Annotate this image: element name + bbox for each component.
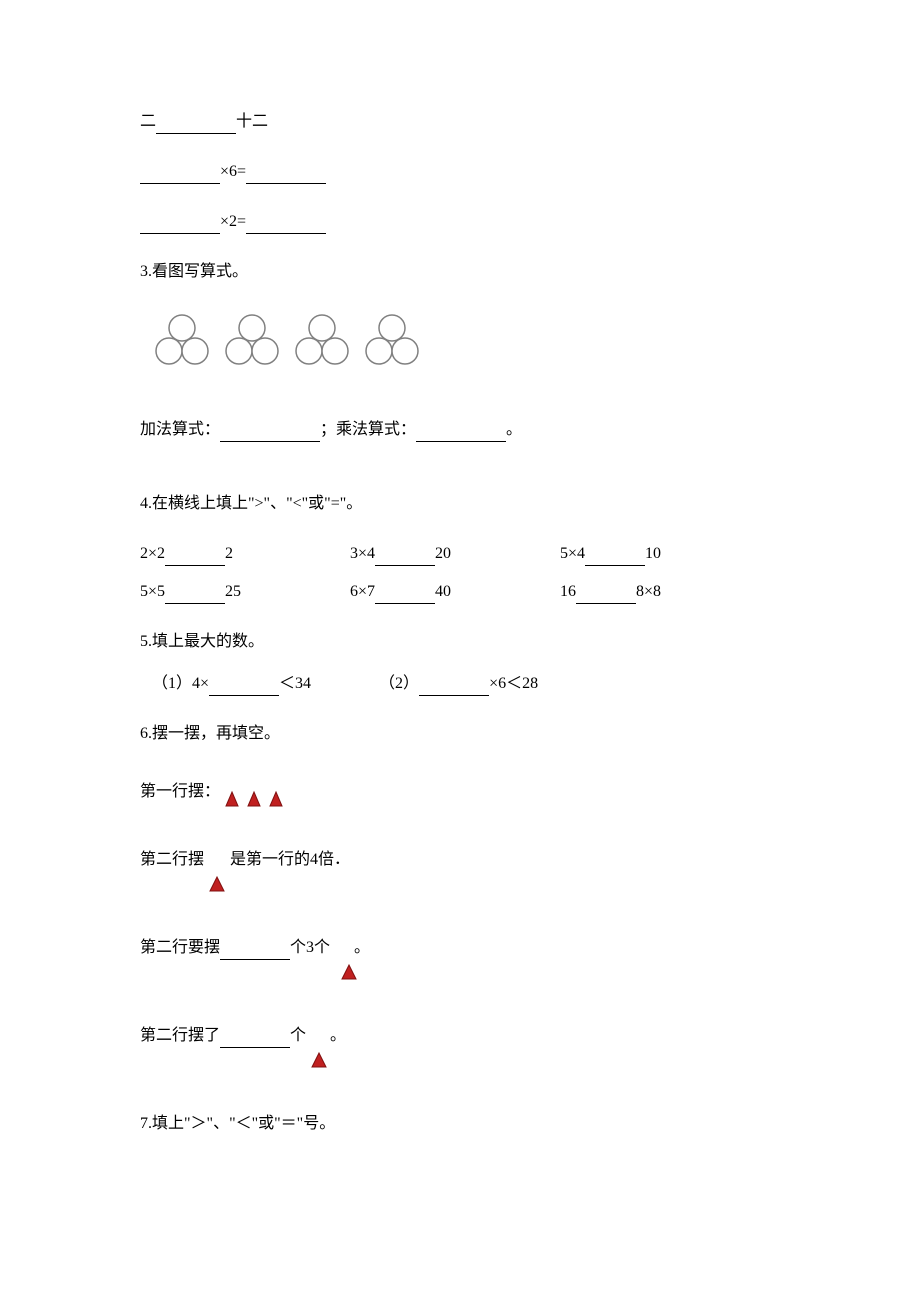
q6-r3-b: 个3个 (290, 939, 330, 956)
q5-i1-post: ＜34 (279, 675, 311, 692)
q4-r2c3: 16 8×8 (560, 580, 770, 604)
q4-r2c2: 6×7 40 (350, 580, 560, 604)
q3-add-label: 加法算式： (140, 421, 220, 438)
triangle-icon (208, 875, 226, 893)
q4-r1c1: 2×2 2 (140, 542, 350, 566)
triangle-icon (224, 790, 292, 808)
triangle-icon (340, 963, 358, 981)
q4-r1c2-left: 3×4 (350, 545, 375, 562)
eq2-blank-left[interactable] (140, 215, 220, 234)
q4-r2c2-left: 6×7 (350, 583, 375, 600)
q6-r2-a: 第二行摆 (140, 851, 204, 868)
q4-r2c2-blank[interactable] (375, 585, 435, 604)
q4-r1c2-blank[interactable] (375, 547, 435, 566)
q4-r1c1-left: 2×2 (140, 545, 165, 562)
q5-i2-post: ×6＜28 (489, 675, 538, 692)
q6-r2-b: 是第一行的4倍． (230, 851, 350, 868)
q4-r2c1-left: 5×5 (140, 583, 165, 600)
text-er-left: 二 (140, 113, 156, 130)
q6-r2-block: 第二行摆 是第一行的4倍． (140, 848, 350, 896)
q4-r2c1: 5×5 25 (140, 580, 350, 604)
worksheet-page: 二 十二 ×6= ×2= 3.看图写算式。 加法算式： ；乘法算式： 。 4.在横线上… (0, 0, 920, 1302)
q4-r2c3-blank[interactable] (576, 585, 636, 604)
eq2-blank-right[interactable] (246, 215, 326, 234)
q4-r1c2: 3×4 20 (350, 542, 560, 566)
q4-r2c1-blank[interactable] (165, 585, 225, 604)
q4-r1c3-blank[interactable] (585, 547, 645, 566)
q3-sep: ；乘法算式： (320, 421, 416, 438)
q4-r2c2-right: 40 (435, 583, 451, 600)
text-shier: 十二 (236, 113, 268, 130)
q6-r4-c: 。 (330, 1027, 346, 1044)
q4-title: 4.在横线上填上">"、"<"或"="。 (140, 492, 780, 516)
triangle-icon (310, 1051, 328, 1069)
q4-row2: 5×5 25 6×7 40 16 8×8 (140, 580, 780, 604)
q5-i1-blank[interactable] (209, 677, 279, 696)
q6-r4-a: 第二行摆了 (140, 1027, 220, 1044)
q6-r4-blank[interactable] (220, 1029, 290, 1048)
q5-title: 5.填上最大的数。 (140, 630, 780, 654)
q5-i1-pre: （1）4× (152, 675, 209, 692)
q5-i2-pre: （2） (379, 675, 419, 692)
q6-r3-blank[interactable] (220, 941, 290, 960)
q4-r1c1-right: 2 (225, 545, 233, 562)
q3-add-blank[interactable] (220, 423, 320, 442)
q3-period: 。 (506, 421, 522, 438)
q4-row1: 2×2 2 3×4 20 5×4 10 (140, 542, 780, 566)
q6-r3-block: 第二行要摆 个3个 。 (140, 936, 370, 984)
q4-r2c3-right: 8×8 (636, 583, 661, 600)
q7-title: 7.填上"＞"、"＜"或"＝"号。 (140, 1112, 780, 1136)
q3-title: 3.看图写算式。 (140, 260, 780, 284)
q6-row3: 第二行要摆 个3个 。 (140, 936, 780, 984)
q6-r1-label: 第一行摆： (140, 780, 220, 804)
eq1-mid: ×6= (220, 163, 246, 180)
q6-row1: 第一行摆： (140, 780, 780, 808)
mnemonic-blank[interactable] (156, 115, 236, 134)
q3-mul-blank[interactable] (416, 423, 506, 442)
q6-title: 6.摆一摆，再填空。 (140, 722, 780, 746)
eq2-mid: ×2= (220, 213, 246, 230)
q6-row2: 第二行摆 是第一行的4倍． (140, 848, 780, 896)
q4-r1c2-right: 20 (435, 545, 451, 562)
q4-r1c3: 5×4 10 (560, 542, 770, 566)
q4-r1c3-right: 10 (645, 545, 661, 562)
q4-r2c3-left: 16 (560, 583, 576, 600)
q2-eq2: ×2= (140, 210, 780, 234)
eq1-blank-left[interactable] (140, 165, 220, 184)
q3-answer-line: 加法算式： ；乘法算式： 。 (140, 418, 780, 442)
q6-r4-block: 第二行摆了 个 。 (140, 1024, 346, 1072)
eq1-blank-right[interactable] (246, 165, 326, 184)
q4-r2c1-right: 25 (225, 583, 241, 600)
q4-r1c3-left: 5×4 (560, 545, 585, 562)
q6-r3-a: 第二行要摆 (140, 939, 220, 956)
q2-eq1: ×6= (140, 160, 780, 184)
circles-svg (150, 310, 450, 370)
q3-circle-diagram (150, 310, 780, 378)
q6-r4-b: 个 (290, 1027, 306, 1044)
q5-items: （1）4× ＜34 （2） ×6＜28 (152, 672, 780, 696)
q6-row4: 第二行摆了 个 。 (140, 1024, 780, 1072)
q2-mnemonic-line: 二 十二 (140, 110, 780, 134)
q5-i2-blank[interactable] (419, 677, 489, 696)
q6-r3-c: 。 (354, 939, 370, 956)
q4-r1c1-blank[interactable] (165, 547, 225, 566)
